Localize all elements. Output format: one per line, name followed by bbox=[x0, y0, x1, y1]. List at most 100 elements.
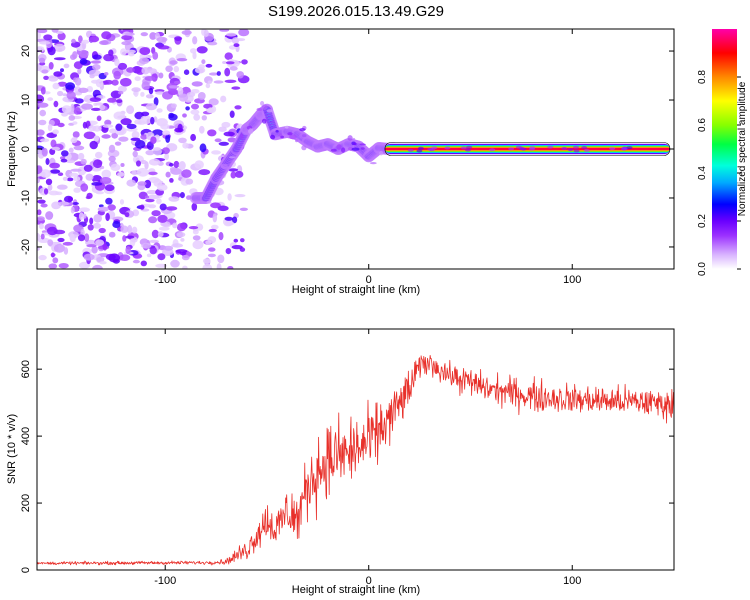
noise-speckle bbox=[212, 213, 218, 223]
ridge-speckle bbox=[262, 118, 267, 124]
noise-speckle bbox=[67, 196, 73, 202]
noise-speckle bbox=[205, 63, 213, 68]
noise-speckle bbox=[62, 241, 73, 246]
colorbar-tick-label: 0.6 bbox=[697, 118, 708, 132]
noise-speckle bbox=[234, 194, 246, 198]
noise-speckle bbox=[57, 90, 64, 97]
noise-speckle bbox=[103, 53, 115, 62]
noise-speckle bbox=[74, 98, 84, 104]
noise-speckle bbox=[224, 221, 235, 226]
noise-speckle bbox=[96, 256, 105, 263]
noise-speckle bbox=[78, 207, 90, 212]
noise-speckle bbox=[207, 236, 217, 244]
noise-speckle bbox=[127, 52, 135, 57]
noise-speckle bbox=[136, 160, 141, 167]
noise-speckle bbox=[121, 35, 133, 41]
noise-speckle bbox=[168, 85, 180, 89]
carrier-speckle bbox=[583, 148, 590, 152]
noise-speckle bbox=[98, 227, 106, 234]
noise-speckle bbox=[37, 165, 43, 174]
spectrogram-ytick-label: 10 bbox=[20, 94, 32, 106]
noise-speckle bbox=[173, 80, 181, 85]
noise-speckle bbox=[183, 69, 190, 75]
noise-speckle bbox=[132, 150, 138, 158]
noise-speckle bbox=[114, 141, 122, 146]
snr-ticks: -100 0 100 0 200 400 600 bbox=[20, 329, 674, 587]
noise-speckle bbox=[132, 259, 140, 264]
noise-speckle bbox=[161, 147, 170, 155]
noise-speckle bbox=[43, 34, 53, 41]
noise-speckle bbox=[205, 83, 211, 89]
ridge-speckle bbox=[240, 133, 244, 140]
noise-speckle bbox=[195, 223, 204, 231]
noise-speckle bbox=[79, 58, 88, 65]
noise-speckle bbox=[148, 171, 158, 176]
noise-speckle bbox=[83, 131, 96, 140]
spectrogram-ridge bbox=[189, 101, 671, 204]
noise-speckle bbox=[61, 105, 72, 114]
noise-speckle bbox=[238, 29, 250, 37]
noise-speckle bbox=[62, 176, 68, 181]
noise-speckle bbox=[37, 199, 46, 204]
ridge-speckle bbox=[353, 142, 357, 146]
noise-speckle bbox=[190, 133, 197, 142]
noise-speckle bbox=[192, 235, 201, 241]
snr-ytick-label: 200 bbox=[20, 494, 32, 512]
ridge-speckle bbox=[299, 133, 307, 139]
noise-speckle bbox=[39, 138, 50, 143]
carrier-line-band bbox=[385, 147, 670, 151]
noise-speckle bbox=[181, 169, 192, 178]
noise-speckle bbox=[50, 253, 56, 257]
noise-speckle bbox=[104, 119, 112, 126]
noise-speckle bbox=[57, 32, 66, 41]
noise-speckle bbox=[37, 216, 45, 221]
carrier-speckle bbox=[626, 146, 633, 150]
noise-speckle bbox=[96, 115, 102, 122]
noise-speckle bbox=[116, 99, 123, 103]
noise-speckle bbox=[68, 115, 76, 121]
noise-speckle bbox=[141, 81, 150, 91]
noise-speckle bbox=[95, 102, 104, 106]
ridge-speckle bbox=[360, 147, 365, 150]
noise-speckle bbox=[125, 235, 135, 239]
noise-speckle bbox=[47, 239, 54, 247]
noise-speckle bbox=[58, 263, 69, 269]
carrier-speckle bbox=[547, 145, 554, 149]
noise-speckle bbox=[52, 82, 60, 90]
colorbar-tick-label: 0.0 bbox=[697, 262, 708, 276]
spectrogram-xtick-label: 0 bbox=[366, 274, 372, 286]
noise-speckle bbox=[221, 121, 231, 128]
noise-speckle bbox=[77, 87, 89, 94]
noise-speckle bbox=[66, 177, 74, 182]
noise-speckle bbox=[185, 106, 190, 111]
noise-speckle bbox=[43, 188, 49, 195]
noise-speckle bbox=[95, 191, 105, 195]
noise-speckle bbox=[95, 239, 105, 246]
noise-speckle bbox=[176, 58, 188, 62]
spectrogram-xtick-label: 100 bbox=[563, 274, 581, 286]
noise-speckle bbox=[88, 35, 100, 43]
ridge-speckle bbox=[256, 107, 263, 111]
snr-frame bbox=[36, 328, 675, 571]
noise-speckle bbox=[146, 253, 152, 258]
noise-speckle bbox=[169, 60, 178, 65]
noise-speckle bbox=[91, 175, 103, 183]
noise-speckle bbox=[41, 69, 49, 74]
noise-speckle bbox=[120, 163, 125, 167]
spectrogram-ylabel: Frequency (Hz) bbox=[6, 111, 18, 187]
noise-speckle bbox=[92, 54, 102, 60]
noise-speckle bbox=[227, 193, 232, 201]
noise-speckle bbox=[209, 72, 219, 76]
spectrogram-ytick-label: -20 bbox=[20, 239, 32, 255]
noise-speckle bbox=[150, 136, 157, 144]
noise-speckle bbox=[49, 162, 60, 169]
noise-speckle bbox=[95, 78, 104, 88]
noise-speckle bbox=[173, 160, 180, 169]
noise-speckle bbox=[207, 253, 216, 258]
noise-speckle bbox=[151, 210, 161, 217]
noise-speckle bbox=[53, 243, 66, 253]
noise-speckle bbox=[70, 168, 82, 172]
noise-speckle bbox=[117, 172, 125, 177]
noise-speckle bbox=[92, 264, 103, 269]
colorbar-tick-label: 0.4 bbox=[697, 166, 708, 180]
